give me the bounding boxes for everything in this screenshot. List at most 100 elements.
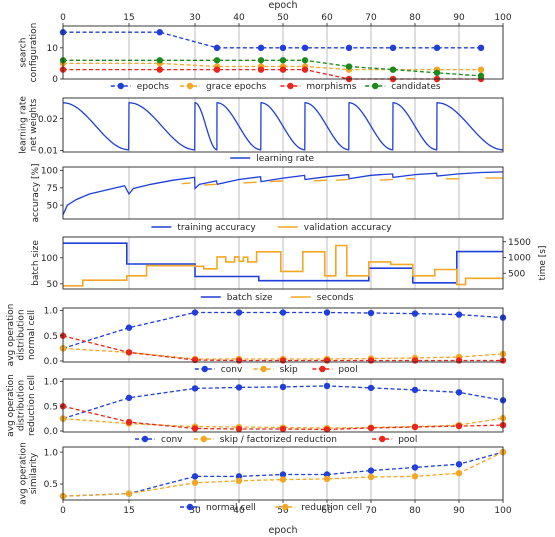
- y-tick-label: 0.5: [44, 402, 58, 412]
- series-line-learning-rate: [63, 102, 503, 151]
- legend-marker: [372, 82, 379, 90]
- data-point: [301, 66, 309, 73]
- y-axis-label: search: [19, 38, 29, 68]
- y-axis-label: avg operation: [6, 374, 16, 437]
- legend-label: seconds: [317, 293, 354, 303]
- y-axis-label: avg operation: [19, 442, 29, 505]
- series-line-validation-accuracy: [269, 180, 284, 183]
- data-point: [389, 44, 397, 52]
- bottom-x-tick-label: 90: [453, 506, 465, 516]
- y-tick-label: 1.0: [44, 378, 59, 388]
- y-axis-label: accuracy [%]: [31, 163, 41, 222]
- data-point: [279, 425, 287, 433]
- data-point: [235, 425, 243, 433]
- legend-batch-size: batch size seconds: [200, 293, 354, 303]
- legend-marker: [319, 365, 326, 373]
- data-point: [345, 63, 353, 70]
- legend-marker: [186, 82, 194, 90]
- y-tick-label: 75: [47, 184, 58, 194]
- legend-label: pool: [398, 435, 417, 445]
- y-axis-label: distribution: [17, 380, 27, 431]
- legend-label: grace epochs: [206, 82, 267, 92]
- bottom-x-axis-label: epoch: [269, 525, 298, 536]
- bottom-x-tick-label: 0: [60, 506, 66, 516]
- series-line-grace-epochs: [63, 62, 481, 71]
- y-axis-label: similarity: [29, 452, 39, 494]
- legend-label: reduction cell: [301, 503, 362, 513]
- series-line-validation-accuracy: [379, 178, 394, 181]
- data-point: [279, 309, 287, 316]
- y-tick-label: 10: [47, 44, 59, 54]
- series-line-pool: [62, 405, 504, 431]
- plot-frame: [62, 307, 504, 363]
- legend-label: learning rate: [256, 154, 314, 164]
- series-line-validation-accuracy: [243, 181, 257, 184]
- legend-op-reduction: conv skip / factorized reduction pool: [135, 435, 417, 445]
- top-x-tick-label: 30: [189, 13, 201, 23]
- series-line-validation-accuracy: [203, 183, 218, 186]
- series-line-conv: [62, 385, 504, 420]
- data-point: [411, 473, 419, 480]
- data-point: [156, 29, 163, 36]
- data-point: [235, 477, 243, 485]
- data-point: [323, 357, 331, 364]
- data-point: [367, 357, 375, 364]
- bottom-x-tick-label: 15: [123, 506, 134, 516]
- legend-label: epochs: [137, 82, 169, 92]
- legend-similarity: normal cell reduction cell: [180, 503, 362, 513]
- series-line-reduction-cell: [62, 451, 504, 497]
- data-point: [455, 357, 463, 364]
- data-point: [235, 357, 243, 364]
- data-point: [257, 66, 265, 73]
- bottom-x-tick-label: 70: [365, 506, 377, 516]
- y-tick-label: 0: [52, 75, 58, 85]
- right-y-tick-label: 1500: [508, 238, 531, 248]
- y-axis-label: avg operation: [6, 304, 16, 367]
- y-tick-label: 100: [41, 167, 58, 177]
- bottom-x-tick-label: 80: [409, 506, 421, 516]
- legend-marker: [287, 82, 294, 90]
- right-y-tick-label: 500: [508, 269, 525, 279]
- data-point: [235, 309, 243, 316]
- bottom-x-tick-label: 60: [321, 506, 333, 516]
- series-line-validation-accuracy: [313, 179, 328, 182]
- legend-label: conv: [221, 365, 243, 375]
- legend-accuracy: training accuracy validation accuracy: [151, 223, 392, 233]
- data-point: [323, 475, 331, 483]
- y-tick-label: 0.5: [44, 480, 58, 490]
- bottom-x-tick-label: 40: [233, 506, 245, 516]
- data-point: [411, 357, 419, 364]
- legend-marker: [200, 435, 207, 443]
- data-point: [191, 425, 199, 432]
- legend-label: normal cell: [206, 503, 256, 513]
- data-point: [279, 476, 287, 483]
- y-axis-label: distribution: [17, 309, 27, 360]
- y-axis-label: net weights: [29, 98, 39, 151]
- right-y-tick-label: 1000: [508, 254, 531, 264]
- y-axis-label: batch size: [31, 240, 41, 286]
- data-point: [433, 69, 441, 76]
- data-point: [125, 324, 133, 331]
- series-line-validation-accuracy: [181, 182, 191, 185]
- panel-op-normal: 0.0 0.5 1.0 avg operation distribution normal…: [6, 304, 507, 375]
- data-point: [279, 57, 287, 64]
- data-point: [213, 66, 221, 73]
- data-point: [367, 467, 375, 474]
- data-point: [411, 310, 419, 317]
- legend-label: candidates: [391, 82, 441, 92]
- data-point: [389, 66, 397, 73]
- data-point: [323, 471, 331, 478]
- top-x-tick-label: 90: [453, 13, 465, 23]
- data-point: [323, 309, 331, 316]
- data-point: [191, 385, 199, 392]
- data-point: [367, 384, 375, 392]
- y-axis-label: normal cell: [27, 310, 37, 360]
- series-line-morphisms: [63, 68, 481, 80]
- series-line-candidates: [63, 59, 482, 77]
- y-tick-label: 1.0: [44, 307, 59, 317]
- y-tick-label: 0.0: [44, 357, 59, 367]
- top-x-tick-label: 40: [233, 13, 245, 23]
